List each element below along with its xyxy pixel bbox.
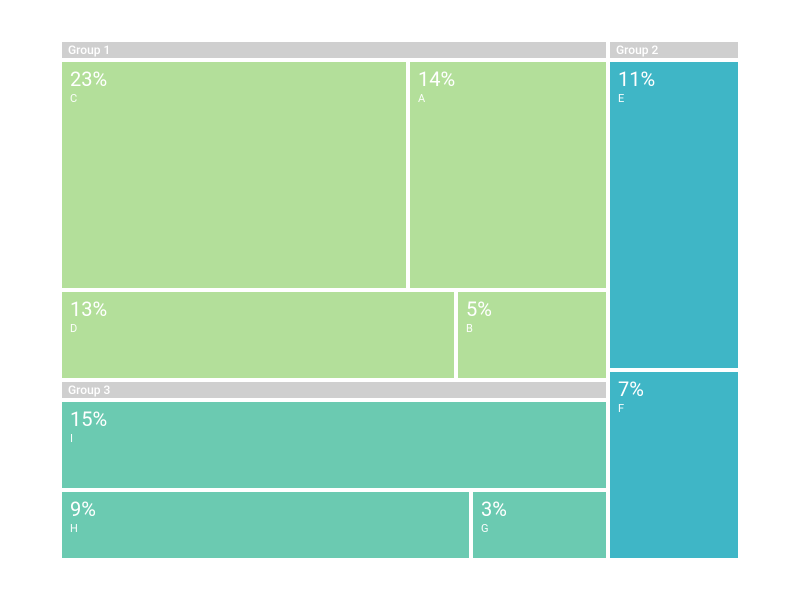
treemap-cell: 7% F (608, 370, 740, 560)
treemap-cell-label: C (70, 92, 398, 105)
treemap-chart: Group 1 23% C 14% A 13% D 5% B Group 2 11% E 7% F Grou… (60, 40, 740, 560)
treemap-cell: 23% C (60, 60, 408, 290)
treemap-cell: 3% G (471, 490, 608, 560)
treemap-cell-label: A (418, 92, 598, 105)
treemap-cell-label: H (70, 522, 461, 535)
treemap-cell-value: 7% (618, 378, 730, 400)
treemap-cell-value: 23% (70, 68, 398, 90)
group-header: Group 1 (60, 40, 608, 60)
group-header-label: Group 2 (616, 43, 658, 57)
treemap-cell-label: I (70, 432, 598, 445)
treemap-cell-value: 5% (466, 298, 598, 320)
treemap-cell: 13% D (60, 290, 456, 380)
group-header-label: Group 3 (68, 383, 110, 397)
treemap-cell: 11% E (608, 60, 740, 370)
treemap-cell-value: 9% (70, 498, 461, 520)
treemap-cell-value: 15% (70, 408, 598, 430)
treemap-cell-label: F (618, 402, 730, 415)
treemap-cell: 5% B (456, 290, 608, 380)
treemap-cell-value: 3% (481, 498, 598, 520)
treemap-cell-label: E (618, 92, 730, 105)
treemap-cell-label: G (481, 522, 598, 535)
group-header: Group 3 (60, 380, 608, 400)
group-header-label: Group 1 (68, 43, 110, 57)
group-header: Group 2 (608, 40, 740, 60)
treemap-cell-label: D (70, 322, 446, 335)
treemap-cell: 9% H (60, 490, 471, 560)
treemap-cell-value: 13% (70, 298, 446, 320)
treemap-cell-value: 14% (418, 68, 598, 90)
treemap-cell-label: B (466, 322, 598, 335)
treemap-cell: 15% I (60, 400, 608, 490)
treemap-cell-value: 11% (618, 68, 730, 90)
treemap-cell: 14% A (408, 60, 608, 290)
